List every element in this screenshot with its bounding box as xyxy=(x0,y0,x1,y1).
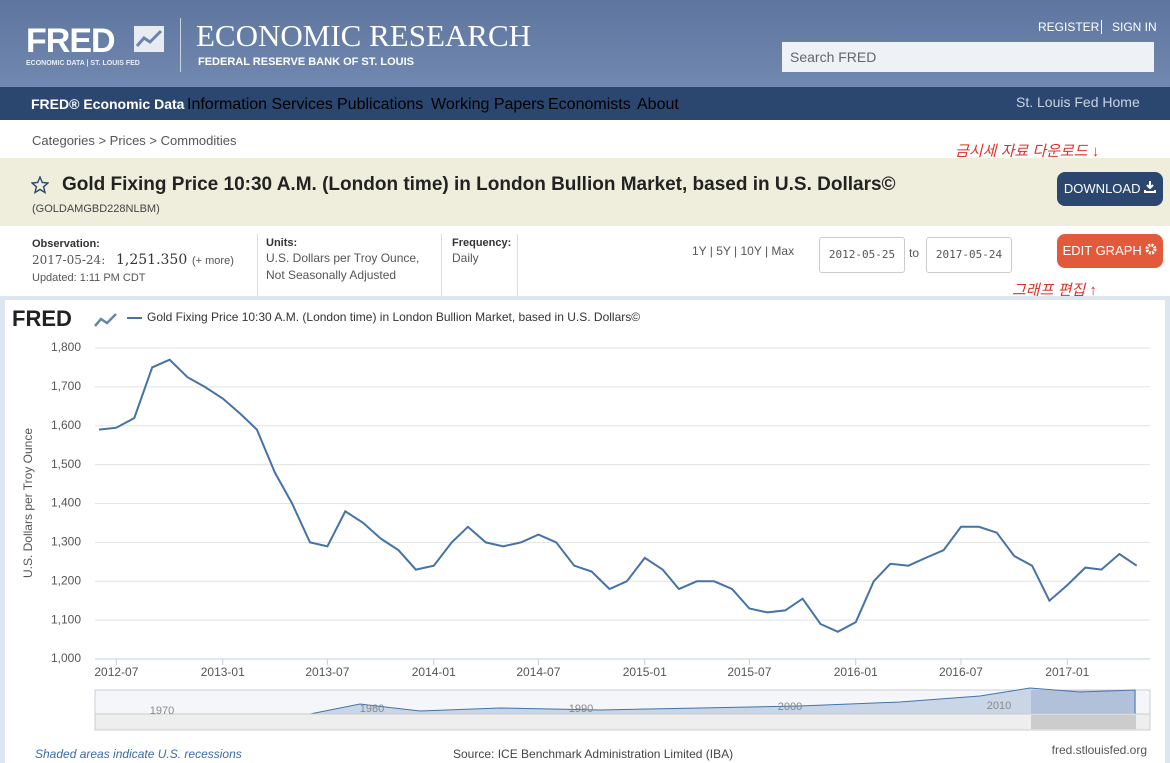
navigator-window[interactable] xyxy=(1031,690,1136,718)
updated: Updated: 1:11 PM CDT xyxy=(32,272,146,284)
navigator-series xyxy=(95,687,1136,717)
observation-value: 1,251.350 xyxy=(116,252,188,268)
x-tick-label: 2016-01 xyxy=(834,665,878,679)
divider xyxy=(180,18,181,72)
x-tick-label: 2013-07 xyxy=(305,665,349,679)
scrollbar[interactable] xyxy=(94,713,1151,731)
y-tick-label: 1,500 xyxy=(51,457,81,471)
nav-item[interactable]: About xyxy=(637,96,679,113)
chart-logo-icon xyxy=(94,313,117,327)
more-link[interactable]: (+ more) xyxy=(192,255,234,267)
x-tick-label: 2014-01 xyxy=(412,665,456,679)
observation-label: Observation: xyxy=(32,238,100,250)
navigator-label: 1980 xyxy=(360,703,384,715)
navigator-label: 1970 xyxy=(150,705,174,717)
navigator-label: 1990 xyxy=(569,703,593,715)
units-line: Not Seasonally Adjusted xyxy=(266,268,397,282)
gear-icon xyxy=(1145,243,1157,255)
legend-label[interactable]: Gold Fixing Price 10:30 A.M. (London tim… xyxy=(147,310,640,324)
recession-note[interactable]: Shaded areas indicate U.S. recessions xyxy=(35,747,242,761)
title-band xyxy=(0,158,1170,226)
edit-graph-button[interactable]: EDIT GRAPH xyxy=(1057,234,1163,268)
y-tick-label: 1,200 xyxy=(51,573,81,587)
frequency-label: Frequency: xyxy=(452,237,512,249)
site-title: ECONOMIC RESEARCH xyxy=(196,18,532,53)
x-tick-label: 2013-01 xyxy=(201,665,245,679)
y-tick-label: 1,400 xyxy=(51,496,81,510)
y-tick-label: 1,100 xyxy=(51,612,81,626)
x-tick-label: 2016-07 xyxy=(939,665,983,679)
divider xyxy=(441,234,442,296)
end-date-input[interactable]: 2017-05-24 xyxy=(926,237,1012,273)
y-tick-label: 1,300 xyxy=(51,535,81,549)
nav-item[interactable]: FRED® Economic Data xyxy=(31,96,185,112)
y-tick-label: 1,600 xyxy=(51,418,81,432)
x-tick-label: 2015-01 xyxy=(623,665,667,679)
nav-bar xyxy=(0,87,1170,120)
y-tick-label: 1,000 xyxy=(51,651,81,665)
date-to: to xyxy=(909,246,920,260)
divider xyxy=(257,234,258,296)
logo-sub: ECONOMIC DATA | ST. LOUIS FED xyxy=(26,60,140,67)
logo-icon xyxy=(134,26,164,52)
site-subtitle: FEDERAL RESERVE BANK OF ST. LOUIS xyxy=(198,56,414,68)
series-id: (GOLDAMGBD228NLBM) xyxy=(32,203,160,215)
frequency-value: Daily xyxy=(452,251,479,265)
chart-logo: FRED xyxy=(12,306,72,331)
annotation: 금시세 자료 다운로드 ↓ xyxy=(955,143,1100,160)
chart-logo-icon xyxy=(72,310,117,330)
y-tick-label: 1,800 xyxy=(51,340,81,354)
edit-graph-label: EDIT GRAPH xyxy=(1062,243,1142,258)
chart-card xyxy=(5,300,1165,763)
series-title: Gold Fixing Price 10:30 A.M. (London tim… xyxy=(62,174,896,195)
nav-item[interactable]: Publications xyxy=(337,96,424,113)
divider xyxy=(517,234,518,296)
breadcrumb[interactable]: Categories > Prices > Commodities xyxy=(32,133,237,148)
range-buttons[interactable]: 1Y | 5Y | 10Y | Max xyxy=(692,244,795,258)
download-button[interactable]: DOWNLOAD xyxy=(1057,172,1163,206)
chart: FRED Gold Fixing Price 10:30 A.M. (Londo… xyxy=(12,306,1151,761)
units-line: U.S. Dollars per Troy Ounce, xyxy=(266,251,420,265)
x-tick-label: 2017-01 xyxy=(1045,665,1089,679)
logo[interactable]: FRED xyxy=(26,22,116,60)
observation-date: 2017-05-24: xyxy=(32,253,106,267)
annotation: 그래프 편집 ↑ xyxy=(1012,282,1097,299)
sign-in-link[interactable]: SIGN IN xyxy=(1101,20,1157,34)
source[interactable]: Source: ICE Benchmark Administration Lim… xyxy=(453,747,733,761)
nav-home[interactable]: St. Louis Fed Home xyxy=(1016,94,1140,110)
scrollbar-thumb[interactable] xyxy=(1031,715,1136,729)
x-tick-label: 2012-07 xyxy=(94,665,138,679)
navigator-label: 2000 xyxy=(778,701,802,713)
nav-item[interactable]: Working Papers xyxy=(431,96,545,113)
start-date-input[interactable]: 2012-05-25 xyxy=(819,237,905,273)
units-label: Units: xyxy=(266,237,298,249)
download-label: DOWNLOAD xyxy=(1063,181,1141,196)
star-icon[interactable] xyxy=(31,176,49,194)
x-tick-label: 2014-07 xyxy=(516,665,560,679)
nav-item[interactable]: Information Services xyxy=(187,96,333,113)
site-url[interactable]: fred.stlouisfed.org xyxy=(1052,743,1147,757)
register-link[interactable]: REGISTER xyxy=(1038,20,1100,34)
nav-item[interactable]: Economists xyxy=(548,96,631,113)
x-tick-label: 2015-07 xyxy=(727,665,771,679)
navigator-label: 2010 xyxy=(987,700,1011,712)
y-tick-label: 1,700 xyxy=(51,379,81,393)
series-line xyxy=(98,358,1138,633)
download-icon xyxy=(1144,181,1157,193)
y-axis-label: U.S. Dollars per Troy Ounce xyxy=(21,428,35,578)
search-input[interactable]: Search FRED xyxy=(782,42,1154,72)
